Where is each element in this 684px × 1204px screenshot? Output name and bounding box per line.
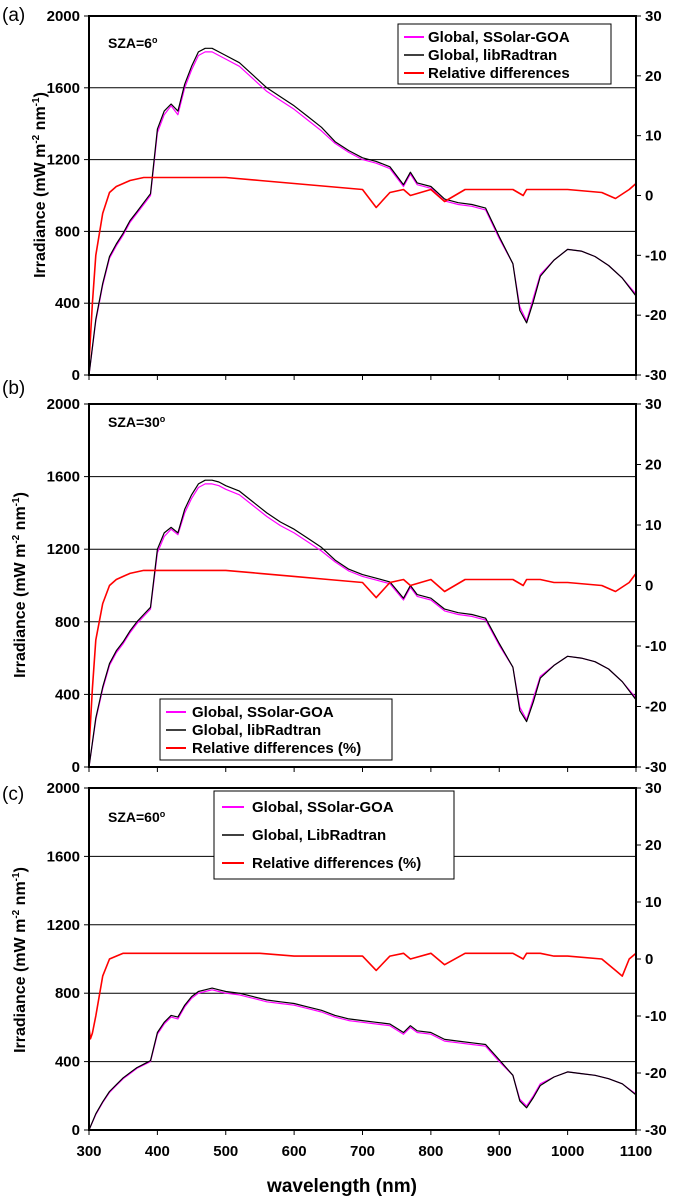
series-line-global-ssolar-goa bbox=[88, 483, 637, 768]
y-right-tick-label: 20 bbox=[645, 837, 662, 854]
y-right-tick-label: 30 bbox=[645, 396, 662, 413]
x-axis-title: wavelength (nm) bbox=[266, 1176, 417, 1197]
chart-panel-a: 0 400 800 1200 1600 2000 -30 -20 -10 0 10 20 30 bbox=[47, 8, 667, 384]
plot-frame bbox=[88, 403, 637, 768]
x-tick-label: 700 bbox=[350, 1143, 375, 1160]
x-tick-label: 600 bbox=[282, 1143, 307, 1160]
x-tick-label: 500 bbox=[213, 1143, 238, 1160]
series-line-global-libradtran bbox=[88, 47, 637, 376]
y-right-tick-label: -10 bbox=[645, 1008, 667, 1025]
y-left-tick-label: 2000 bbox=[47, 780, 80, 797]
y-right-tick-label: 0 bbox=[645, 578, 653, 595]
y-right-tick-label: -10 bbox=[645, 247, 667, 264]
y-left-tick-label: 0 bbox=[72, 367, 80, 384]
y-left-tick-label: 0 bbox=[72, 1122, 80, 1139]
y-left-tick-label: 1600 bbox=[47, 80, 80, 97]
y-left-tick-label: 400 bbox=[55, 686, 80, 703]
y-right-tick-label: -20 bbox=[645, 699, 667, 716]
chart-panel-b: 0 400 800 1200 1600 2000 -30 -20 -10 0 10 20 30 bbox=[47, 396, 667, 776]
sza-label-c: SZA=60o bbox=[108, 809, 166, 825]
panel-a: (a) Irradiance (mW m-2 nm-1) 0 400 800 1200… bbox=[2, 5, 667, 384]
chart-panel-c: 0 400 800 1200 1600 2000 -30 -20 -10 0 10 20 30 bbox=[47, 780, 667, 1139]
panel-label-a: (a) bbox=[2, 5, 25, 26]
panel-label-c: (c) bbox=[2, 784, 24, 805]
panel-b: (b) Irradiance (mW m-2 nm-1) 0 400 800 1200… bbox=[2, 378, 667, 776]
panel-label-b: (b) bbox=[2, 378, 25, 399]
series-line-global-libradtran bbox=[88, 987, 637, 1131]
y-left-tick-label: 1200 bbox=[47, 917, 80, 934]
plot-frame bbox=[88, 15, 637, 376]
y-right-tick-label: 0 bbox=[645, 188, 653, 205]
y-right-tick-label: 30 bbox=[645, 780, 662, 797]
x-tick-label: 900 bbox=[487, 1143, 512, 1160]
x-tick-label: 400 bbox=[145, 1143, 170, 1160]
legend-box-a bbox=[397, 23, 612, 85]
y-right-tick-label: -30 bbox=[645, 1122, 667, 1139]
sza-label-a: SZA=6o bbox=[108, 35, 158, 51]
y-left-tick-label: 1200 bbox=[47, 541, 80, 558]
series-line-global-libradtran bbox=[88, 479, 637, 768]
series-line-global-ssolar-goa bbox=[88, 989, 637, 1131]
legend-label-reldiff-c: Relative differences (%) bbox=[252, 855, 421, 872]
legend-label-ssolar-c: Global, SSolar-GOA bbox=[252, 799, 394, 816]
y-left-tick-label: 800 bbox=[55, 223, 80, 240]
y-left-tick-label: 1200 bbox=[47, 152, 80, 169]
legend-box-b bbox=[159, 698, 393, 761]
plot-frame bbox=[88, 787, 637, 1131]
x-tick-label: 1100 bbox=[620, 1143, 653, 1160]
series-line-relative-differences bbox=[88, 569, 637, 749]
y-left-tick-label: 400 bbox=[55, 1054, 80, 1071]
ylabel-c: Irradiance (mW m-2 nm-1) bbox=[11, 867, 29, 1053]
series-line-relative-differences bbox=[88, 176, 637, 364]
y-right-tick-label: 0 bbox=[645, 951, 653, 968]
y-left-tick-label: 2000 bbox=[47, 8, 80, 25]
y-left-tick-label: 1600 bbox=[47, 848, 80, 865]
legend-label-ssolar-b: Global, SSolar-GOA bbox=[192, 704, 334, 721]
y-left-tick-label: 0 bbox=[72, 759, 80, 776]
y-left-tick-label: 800 bbox=[55, 985, 80, 1002]
ylabel-a: Irradiance (mW m-2 nm-1) bbox=[31, 92, 49, 278]
legend-label-libradtran-a: Global, libRadtran bbox=[428, 47, 557, 64]
legend-label-reldiff-b: Relative differences (%) bbox=[192, 740, 361, 757]
y-right-tick-label: 10 bbox=[645, 517, 662, 534]
y-left-tick-label: 2000 bbox=[47, 396, 80, 413]
y-right-tick-label: -20 bbox=[645, 1065, 667, 1082]
x-axis-tick-labels: 300 400 500 600 700 800 900 1000 1100 bbox=[76, 1143, 652, 1160]
legend-box-c bbox=[213, 790, 455, 880]
ylabel-b: Irradiance (mW m-2 nm-1) bbox=[11, 492, 29, 678]
y-right-tick-label: -30 bbox=[645, 759, 667, 776]
legend-label-reldiff-a: Relative differences bbox=[428, 65, 570, 82]
y-right-tick-label: 10 bbox=[645, 894, 662, 911]
legend-a: Global, SSolar-GOA Global, libRadtran Re… bbox=[397, 23, 612, 85]
y-right-tick-label: 10 bbox=[645, 128, 662, 145]
x-tick-label: 1000 bbox=[551, 1143, 584, 1160]
y-right-tick-label: -30 bbox=[645, 367, 667, 384]
x-tick-label: 300 bbox=[76, 1143, 101, 1160]
y-right-tick-label: 30 bbox=[645, 8, 662, 25]
x-tick-label: 800 bbox=[418, 1143, 443, 1160]
y-right-tick-label: -20 bbox=[645, 307, 667, 324]
legend-label-libradtran-c: Global, LibRadtran bbox=[252, 827, 386, 844]
y-right-tick-label: -10 bbox=[645, 638, 667, 655]
sza-label-b: SZA=30o bbox=[108, 414, 166, 430]
legend-label-libradtran-b: Global, libRadtran bbox=[192, 722, 321, 739]
legend-b: Global, SSolar-GOA Global, libRadtran Re… bbox=[159, 698, 393, 761]
series-line-global-ssolar-goa bbox=[88, 51, 637, 376]
y-right-tick-label: 20 bbox=[645, 68, 662, 85]
legend-label-ssolar-a: Global, SSolar-GOA bbox=[428, 29, 570, 46]
y-left-tick-label: 1600 bbox=[47, 469, 80, 486]
legend-c: Global, SSolar-GOA Global, LibRadtran Re… bbox=[213, 790, 455, 880]
y-right-tick-label: 20 bbox=[645, 457, 662, 474]
series-line-relative-differences bbox=[88, 952, 637, 1040]
y-left-tick-label: 400 bbox=[55, 295, 80, 312]
y-left-tick-label: 800 bbox=[55, 614, 80, 631]
panel-c: (c) Irradiance (mW m-2 nm-1) 0 400 800 1200… bbox=[2, 780, 667, 1139]
